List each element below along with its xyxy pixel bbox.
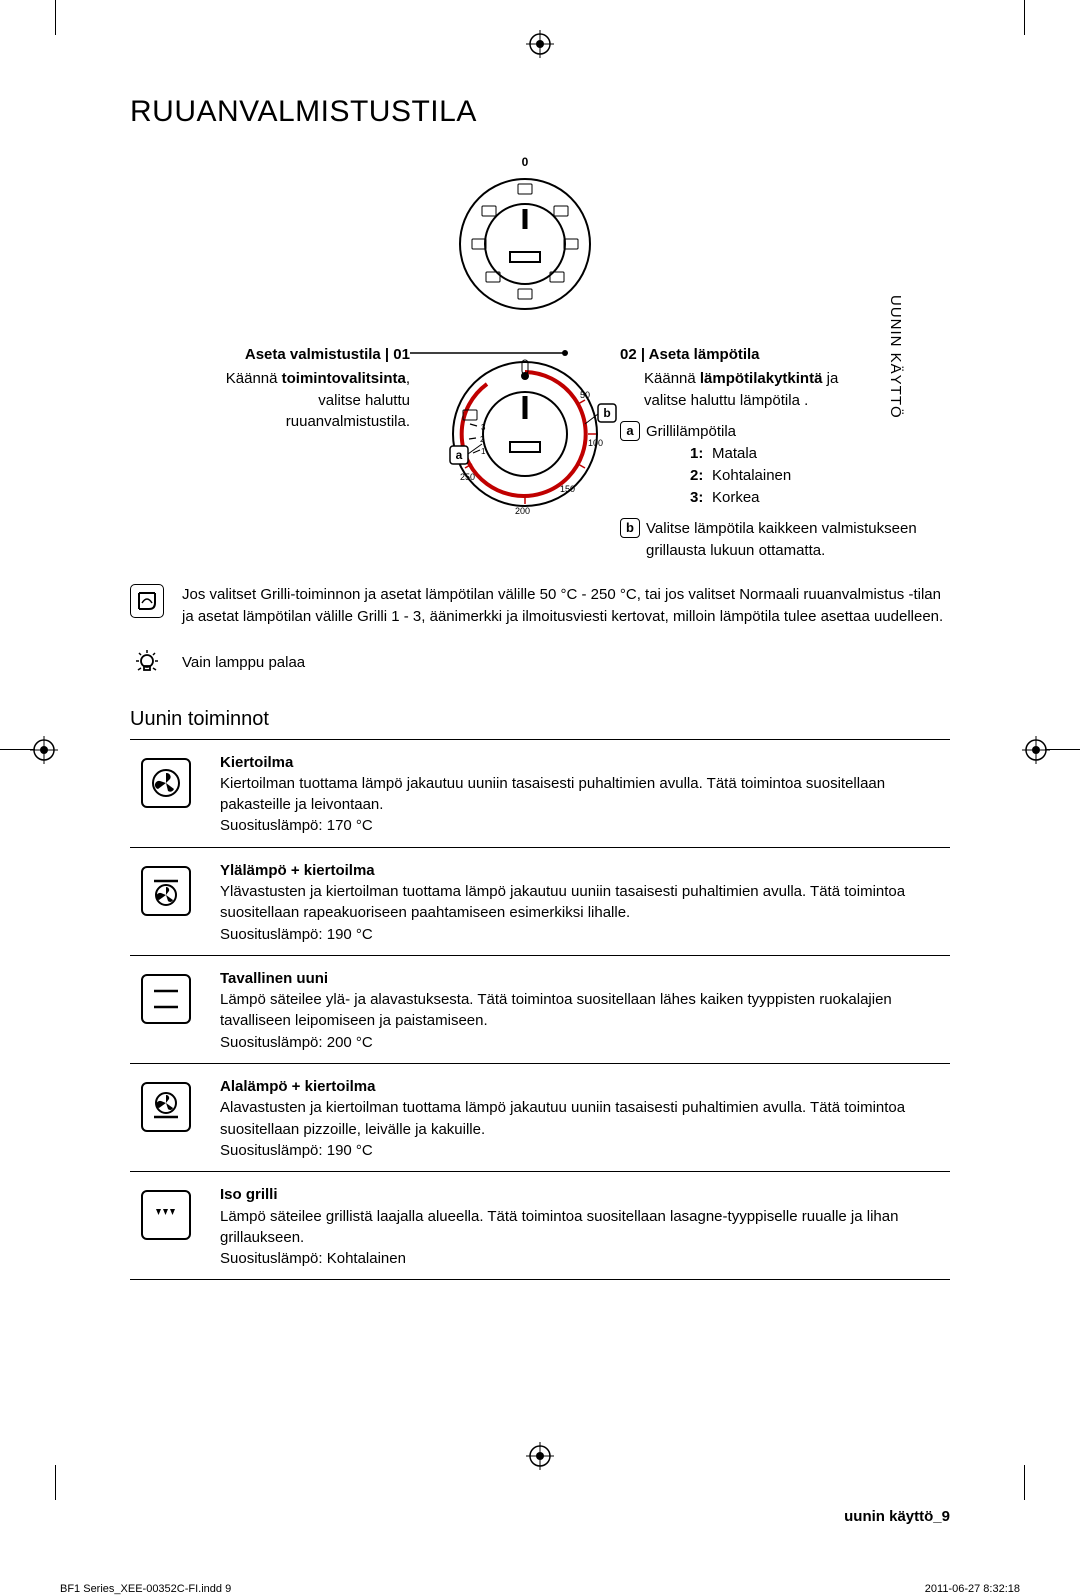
registration-mark-icon — [526, 30, 554, 58]
svg-text:b: b — [603, 406, 610, 420]
registration-mark-icon — [526, 1442, 554, 1470]
note-text: Jos valitset Grilli-toiminnon ja asetat … — [182, 584, 950, 628]
convection-icon — [141, 758, 191, 808]
grill-heading: Grillilämpötila — [646, 421, 920, 443]
functions-heading: Uunin toiminnot — [130, 708, 950, 731]
registration-mark-icon — [30, 736, 58, 764]
leader-line-icon — [410, 349, 580, 357]
function-temp: Suosituslämpö: 200 °C — [220, 1032, 950, 1053]
box-b-icon: b — [620, 518, 640, 538]
function-temp: Suosituslämpö: 190 °C — [220, 1140, 950, 1161]
function-title: Iso grilli — [220, 1184, 950, 1205]
svg-text:2: 2 — [480, 435, 485, 444]
svg-text:a: a — [456, 448, 463, 462]
note-icon — [130, 584, 164, 618]
function-body: Alavastusten ja kiertoilman tuottama läm… — [220, 1097, 950, 1140]
mode-dial-diagram: 0 — [130, 154, 950, 574]
bottom-heat-convection-icon — [141, 1082, 191, 1132]
print-footer: BF1 Series_XEE-00352C-FI.indd 9 2011-06-… — [60, 1583, 1020, 1595]
function-body: Kiertoilman tuottama lämpö jakautuu uuni… — [220, 773, 950, 816]
function-row: Alalämpö + kiertoilma Alavastusten ja ki… — [130, 1064, 950, 1161]
svg-text:200: 200 — [515, 506, 530, 516]
lamp-icon — [130, 646, 164, 680]
function-body: Lämpö säteilee ylä- ja alavastuksesta. T… — [220, 989, 950, 1032]
svg-text:1: 1 — [481, 447, 486, 456]
print-date: 2011-06-27 8:32:18 — [925, 1583, 1020, 1595]
svg-text:150: 150 — [560, 484, 575, 494]
registration-mark-icon — [1022, 736, 1050, 764]
svg-text:0: 0 — [522, 155, 529, 169]
svg-text:250: 250 — [460, 472, 475, 482]
svg-text:100: 100 — [588, 438, 603, 448]
warning-note: Jos valitset Grilli-toiminnon ja asetat … — [130, 584, 950, 628]
step-01-labels: Aseta valmistustila | 01 Käännä toiminto… — [185, 344, 410, 433]
function-row: Tavallinen uuni Lämpö säteilee ylä- ja a… — [130, 956, 950, 1053]
grill-temp-section: a Grillilämpötila 1:Matala 2:Kohtalainen… — [620, 421, 920, 508]
crop-mark — [1024, 1465, 1025, 1500]
function-row: Kiertoilma Kiertoilman tuottama lämpö ja… — [130, 740, 950, 837]
function-body: Lämpö säteilee grillistä laajalla alueel… — [220, 1206, 950, 1249]
crop-mark — [55, 0, 56, 35]
mode-selector-dial-icon: 0 — [450, 154, 600, 324]
top-heat-convection-icon — [141, 866, 191, 916]
all-temp-section: b Valitse lämpötila kaikkeen valmistukse… — [620, 518, 920, 562]
function-body: Ylävastusten ja kiertoilman tuottama läm… — [220, 881, 950, 924]
lamp-note: Vain lamppu palaa — [130, 646, 950, 680]
large-grill-icon — [141, 1190, 191, 1240]
box-a-icon: a — [620, 421, 640, 441]
print-file: BF1 Series_XEE-00352C-FI.indd 9 — [60, 1583, 231, 1595]
function-title: Ylälämpö + kiertoilma — [220, 860, 950, 881]
function-title: Kiertoilma — [220, 752, 950, 773]
crop-mark — [1024, 0, 1025, 35]
function-temp: Suosituslämpö: Kohtalainen — [220, 1248, 950, 1269]
divider — [130, 1279, 950, 1280]
step-01-heading: Aseta valmistustila | 01 — [185, 344, 410, 366]
page-footer: uunin käyttö_9 — [844, 1508, 950, 1525]
crop-mark — [1045, 749, 1080, 750]
function-row: Ylälämpö + kiertoilma Ylävastusten ja ki… — [130, 848, 950, 945]
function-title: Alalämpö + kiertoilma — [220, 1076, 950, 1097]
step-02-labels: 02 | Aseta lämpötila Käännä lämpötilakyt… — [620, 344, 920, 562]
crop-mark — [55, 1465, 56, 1500]
function-temp: Suosituslämpö: 170 °C — [220, 815, 950, 836]
lamp-text: Vain lamppu palaa — [182, 652, 305, 674]
svg-text:3: 3 — [481, 423, 486, 432]
step-02-heading: 02 | Aseta lämpötila — [620, 344, 920, 366]
function-temp: Suosituslämpö: 190 °C — [220, 924, 950, 945]
conventional-oven-icon — [141, 974, 191, 1024]
function-title: Tavallinen uuni — [220, 968, 950, 989]
temperature-dial-icon: 50 100 150 200 250 1 2 3 — [440, 344, 630, 534]
page-title: RUUANVALMISTUSTILA — [130, 95, 950, 129]
function-row: Iso grilli Lämpö säteilee grillistä laaj… — [130, 1172, 950, 1269]
svg-text:50: 50 — [580, 390, 590, 400]
